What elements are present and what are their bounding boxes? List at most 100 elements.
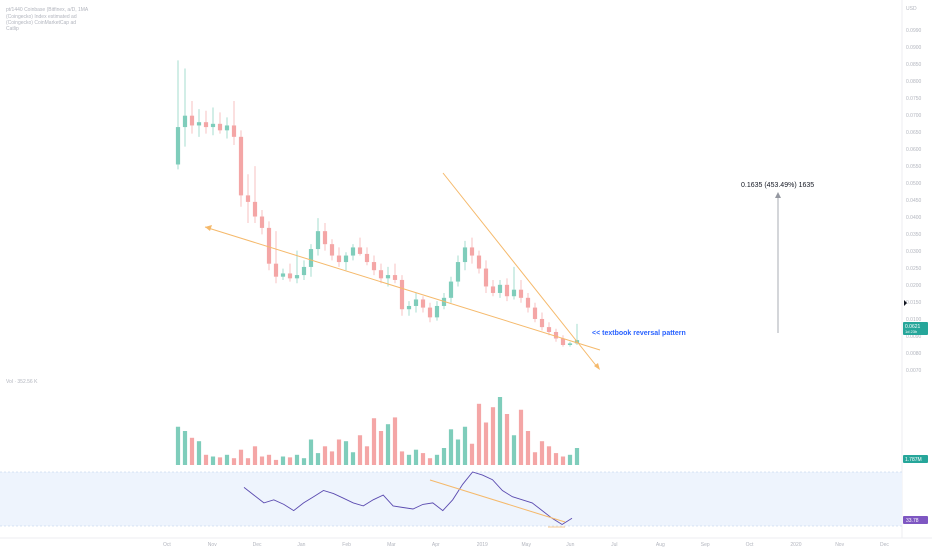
price-tick-label: 0.0350 xyxy=(906,232,922,238)
candle-body xyxy=(511,289,517,297)
volume-bar xyxy=(392,417,398,465)
candle-body xyxy=(245,195,251,202)
candle-body xyxy=(567,343,573,345)
time-tick-label: Aug xyxy=(656,542,665,548)
candle-body xyxy=(301,266,307,276)
candle-body xyxy=(364,253,370,263)
price-tick-label: 0.0550 xyxy=(906,164,922,170)
upper-trend-arrow-head xyxy=(594,363,600,370)
price-tick-label: 0.0080 xyxy=(906,351,922,357)
volume-bar xyxy=(238,449,244,465)
volume-bar xyxy=(448,429,454,465)
candle-body xyxy=(385,275,391,279)
volume-bar xyxy=(476,403,482,465)
time-tick-label: Jun xyxy=(566,542,574,548)
volume-bar xyxy=(196,441,202,465)
volume-bar xyxy=(287,457,293,465)
candle-body xyxy=(329,244,335,256)
candle-body xyxy=(238,136,244,196)
time-axis[interactable]: Oct Nov Dec Jan Feb Mar Apr 2019 May Jun Jul Aug Sep… xyxy=(163,542,889,548)
price-tick-label: 0.0100 xyxy=(906,317,922,323)
volume-bar xyxy=(455,439,461,465)
candle-body xyxy=(315,231,321,250)
upper-trend-line[interactable] xyxy=(442,172,599,369)
symbol-title[interactable]: pt/1440 Coinbase (Bitfinex, a/D, 1MA xyxy=(6,7,89,13)
time-tick-label: Jul xyxy=(611,542,617,548)
volume-bar xyxy=(539,441,545,465)
volume-bar xyxy=(490,407,496,465)
volume-bar xyxy=(175,426,181,465)
volume-bar xyxy=(511,435,517,465)
candle-body xyxy=(182,115,188,128)
candle-body xyxy=(196,122,202,126)
candle-body xyxy=(462,247,468,263)
volume-bar xyxy=(560,456,566,465)
legend-line-3: (Coingecko) CoinMarketCap ad xyxy=(6,20,76,26)
price-tick-label: 0.0500 xyxy=(906,181,922,187)
volume-bar xyxy=(273,459,279,465)
candle-body xyxy=(203,122,209,128)
volume-bar xyxy=(413,449,419,465)
trend-drawings[interactable] xyxy=(204,172,601,528)
price-tick-label: 0.0400 xyxy=(906,215,922,221)
price-tick-label: 0.0250 xyxy=(906,266,922,272)
price-tick-label: 0.0650 xyxy=(906,130,922,136)
volume-bar xyxy=(315,453,321,465)
candle-body xyxy=(427,307,433,318)
measure-tool[interactable]: 0.1635 (453.49%) 1635 xyxy=(741,182,814,333)
volume-group xyxy=(175,397,580,465)
candle-body xyxy=(504,284,510,297)
candle-body xyxy=(392,275,398,280)
candle-body xyxy=(252,201,258,217)
reversal-annotation[interactable]: << textbook reversal pattern xyxy=(592,330,686,337)
candle-body xyxy=(343,255,349,263)
volume-bar xyxy=(532,452,538,465)
price-tick-label: 0.0600 xyxy=(906,147,922,153)
rsi-divergence-line[interactable] xyxy=(429,479,566,523)
time-tick-label: Jan xyxy=(297,542,305,548)
candle-body xyxy=(469,247,475,256)
volume-bar xyxy=(343,441,349,465)
volume-bar xyxy=(245,458,251,465)
volume-bar xyxy=(259,456,265,465)
time-tick-label: Nov xyxy=(835,542,844,548)
volume-bar xyxy=(371,418,377,465)
volume-bar xyxy=(434,454,440,465)
scroll-marker-icon[interactable] xyxy=(904,300,907,306)
legend-line-2: (Coingecko) Index estimated ad xyxy=(6,14,77,20)
price-tick-label: 0.0090 xyxy=(906,334,922,340)
candle-body xyxy=(553,331,559,339)
volume-bar xyxy=(574,448,580,465)
volume-bar xyxy=(224,454,230,465)
volume-bar xyxy=(483,422,489,465)
volume-bar xyxy=(406,454,412,465)
candle-body xyxy=(434,305,440,318)
volume-bar xyxy=(210,456,216,465)
volume-value-badge xyxy=(903,455,928,463)
price-tick-label: 0.0800 xyxy=(906,79,922,85)
volume-bar xyxy=(203,454,209,465)
candle-body xyxy=(266,227,272,264)
currency-label: USD xyxy=(906,6,917,12)
time-tick-label: Nov xyxy=(208,542,217,548)
candle-body xyxy=(525,297,531,308)
rsi-value: 33.78 xyxy=(906,518,919,524)
candle-body xyxy=(497,284,503,293)
lower-trend-line[interactable] xyxy=(204,226,601,351)
candle-body xyxy=(406,305,412,310)
volume-bar xyxy=(266,454,272,465)
time-tick-label: Oct xyxy=(163,542,171,548)
volume-bar xyxy=(462,426,468,465)
candle-body xyxy=(399,279,405,310)
time-tick-label: 2019 xyxy=(477,542,488,548)
volume-bar xyxy=(322,446,328,465)
price-tick-label: 0.0700 xyxy=(906,113,922,119)
candle-body xyxy=(350,247,356,256)
candle-body xyxy=(560,338,566,345)
candle-body xyxy=(273,263,279,277)
candle-body xyxy=(546,327,552,332)
price-tick-label: 0.0850 xyxy=(906,62,922,68)
price-axis[interactable]: 0.0990 0.0900 0.0850 0.0800 0.0750 0.0700 0.06… xyxy=(906,28,922,374)
candle-body xyxy=(413,299,419,306)
